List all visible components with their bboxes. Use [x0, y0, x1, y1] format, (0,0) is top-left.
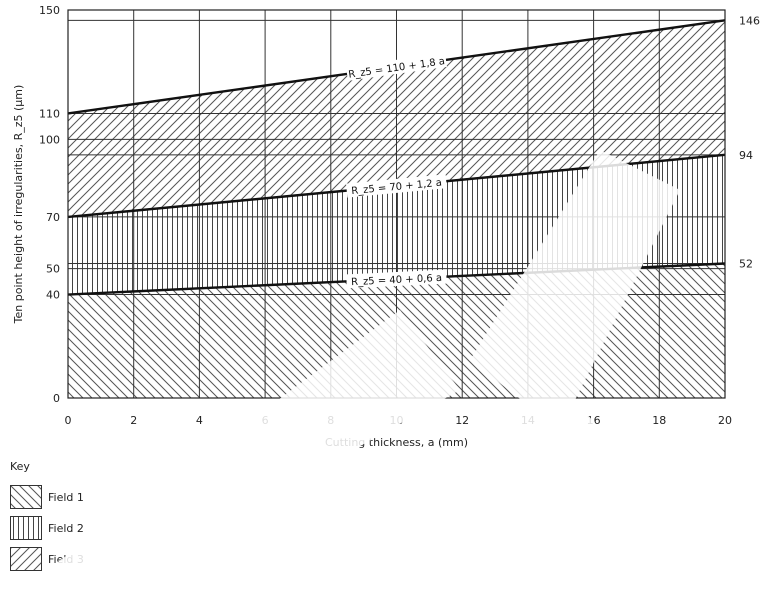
y-tick-label-right: 146 — [739, 14, 760, 27]
x-tick-label: 8 — [327, 414, 334, 427]
y-tick-labels-right: 52 94 146 — [739, 14, 760, 270]
legend-item-field-3: Field 3 — [10, 545, 84, 573]
y-tick-label-left: 100 — [39, 133, 60, 146]
legend-title: Key — [10, 460, 30, 473]
field-1-swatch — [10, 485, 42, 509]
equation-label-group-1: R_z5 = 40 + 0,6 a — [346, 269, 447, 289]
y-tick-label-left: 70 — [46, 211, 60, 224]
y-axis-label: Ten point height of irregularities, R_z5… — [12, 85, 25, 325]
legend-label-field-1: Field 1 — [48, 490, 84, 504]
equation-label-1: R_z5 = 40 + 0,6 a — [351, 273, 442, 288]
y-tick-label-left: 110 — [39, 107, 60, 120]
equation-label-bg — [346, 269, 447, 289]
x-tick-label: 6 — [262, 414, 269, 427]
y-tick-label-right: 52 — [739, 257, 753, 270]
field-3-swatch — [10, 547, 42, 571]
y-tick-label-left: 150 — [39, 4, 60, 17]
x-tick-labels: 0 2 4 6 8 10 12 14 16 18 20 — [65, 414, 733, 427]
x-tick-label: 10 — [390, 414, 404, 427]
y-tick-label-left: 0 — [53, 392, 60, 405]
y-tick-label-right: 94 — [739, 149, 753, 162]
y-tick-label-left: 40 — [46, 289, 60, 302]
legend-item-field-2: Field 2 — [10, 514, 84, 542]
equation-label-bg — [346, 52, 447, 81]
x-tick-label: 4 — [196, 414, 203, 427]
x-tick-label: 16 — [587, 414, 601, 427]
x-tick-label: 20 — [718, 414, 732, 427]
x-tick-label: 12 — [455, 414, 469, 427]
legend: Key Field 1 Field 2 Field 3 — [10, 460, 84, 576]
equation-label-bg — [346, 174, 447, 198]
x-axis-label: Cutting thickness, a (mm) — [325, 436, 468, 449]
x-tick-label: 18 — [652, 414, 666, 427]
y-tick-labels-left: 0 40 50 70 100 110 150 — [39, 4, 60, 405]
legend-item-field-1: Field 1 — [10, 483, 84, 511]
x-tick-label: 2 — [130, 414, 137, 427]
equation-labels: R_z5 = 40 + 0,6 aR_z5 = 70 + 1,2 aR_z5 =… — [346, 52, 447, 289]
legend-label-field-2: Field 2 — [48, 521, 84, 535]
field-2-swatch — [10, 516, 42, 540]
legend-label-field-3: Field 3 — [48, 552, 84, 566]
chart: 0 2 4 6 8 10 12 14 16 18 20 0 40 50 70 100 110 150 52 94 1… — [12, 4, 760, 449]
x-tick-label: 14 — [521, 414, 535, 427]
y-tick-label-left: 50 — [46, 263, 60, 276]
x-tick-label: 0 — [65, 414, 72, 427]
